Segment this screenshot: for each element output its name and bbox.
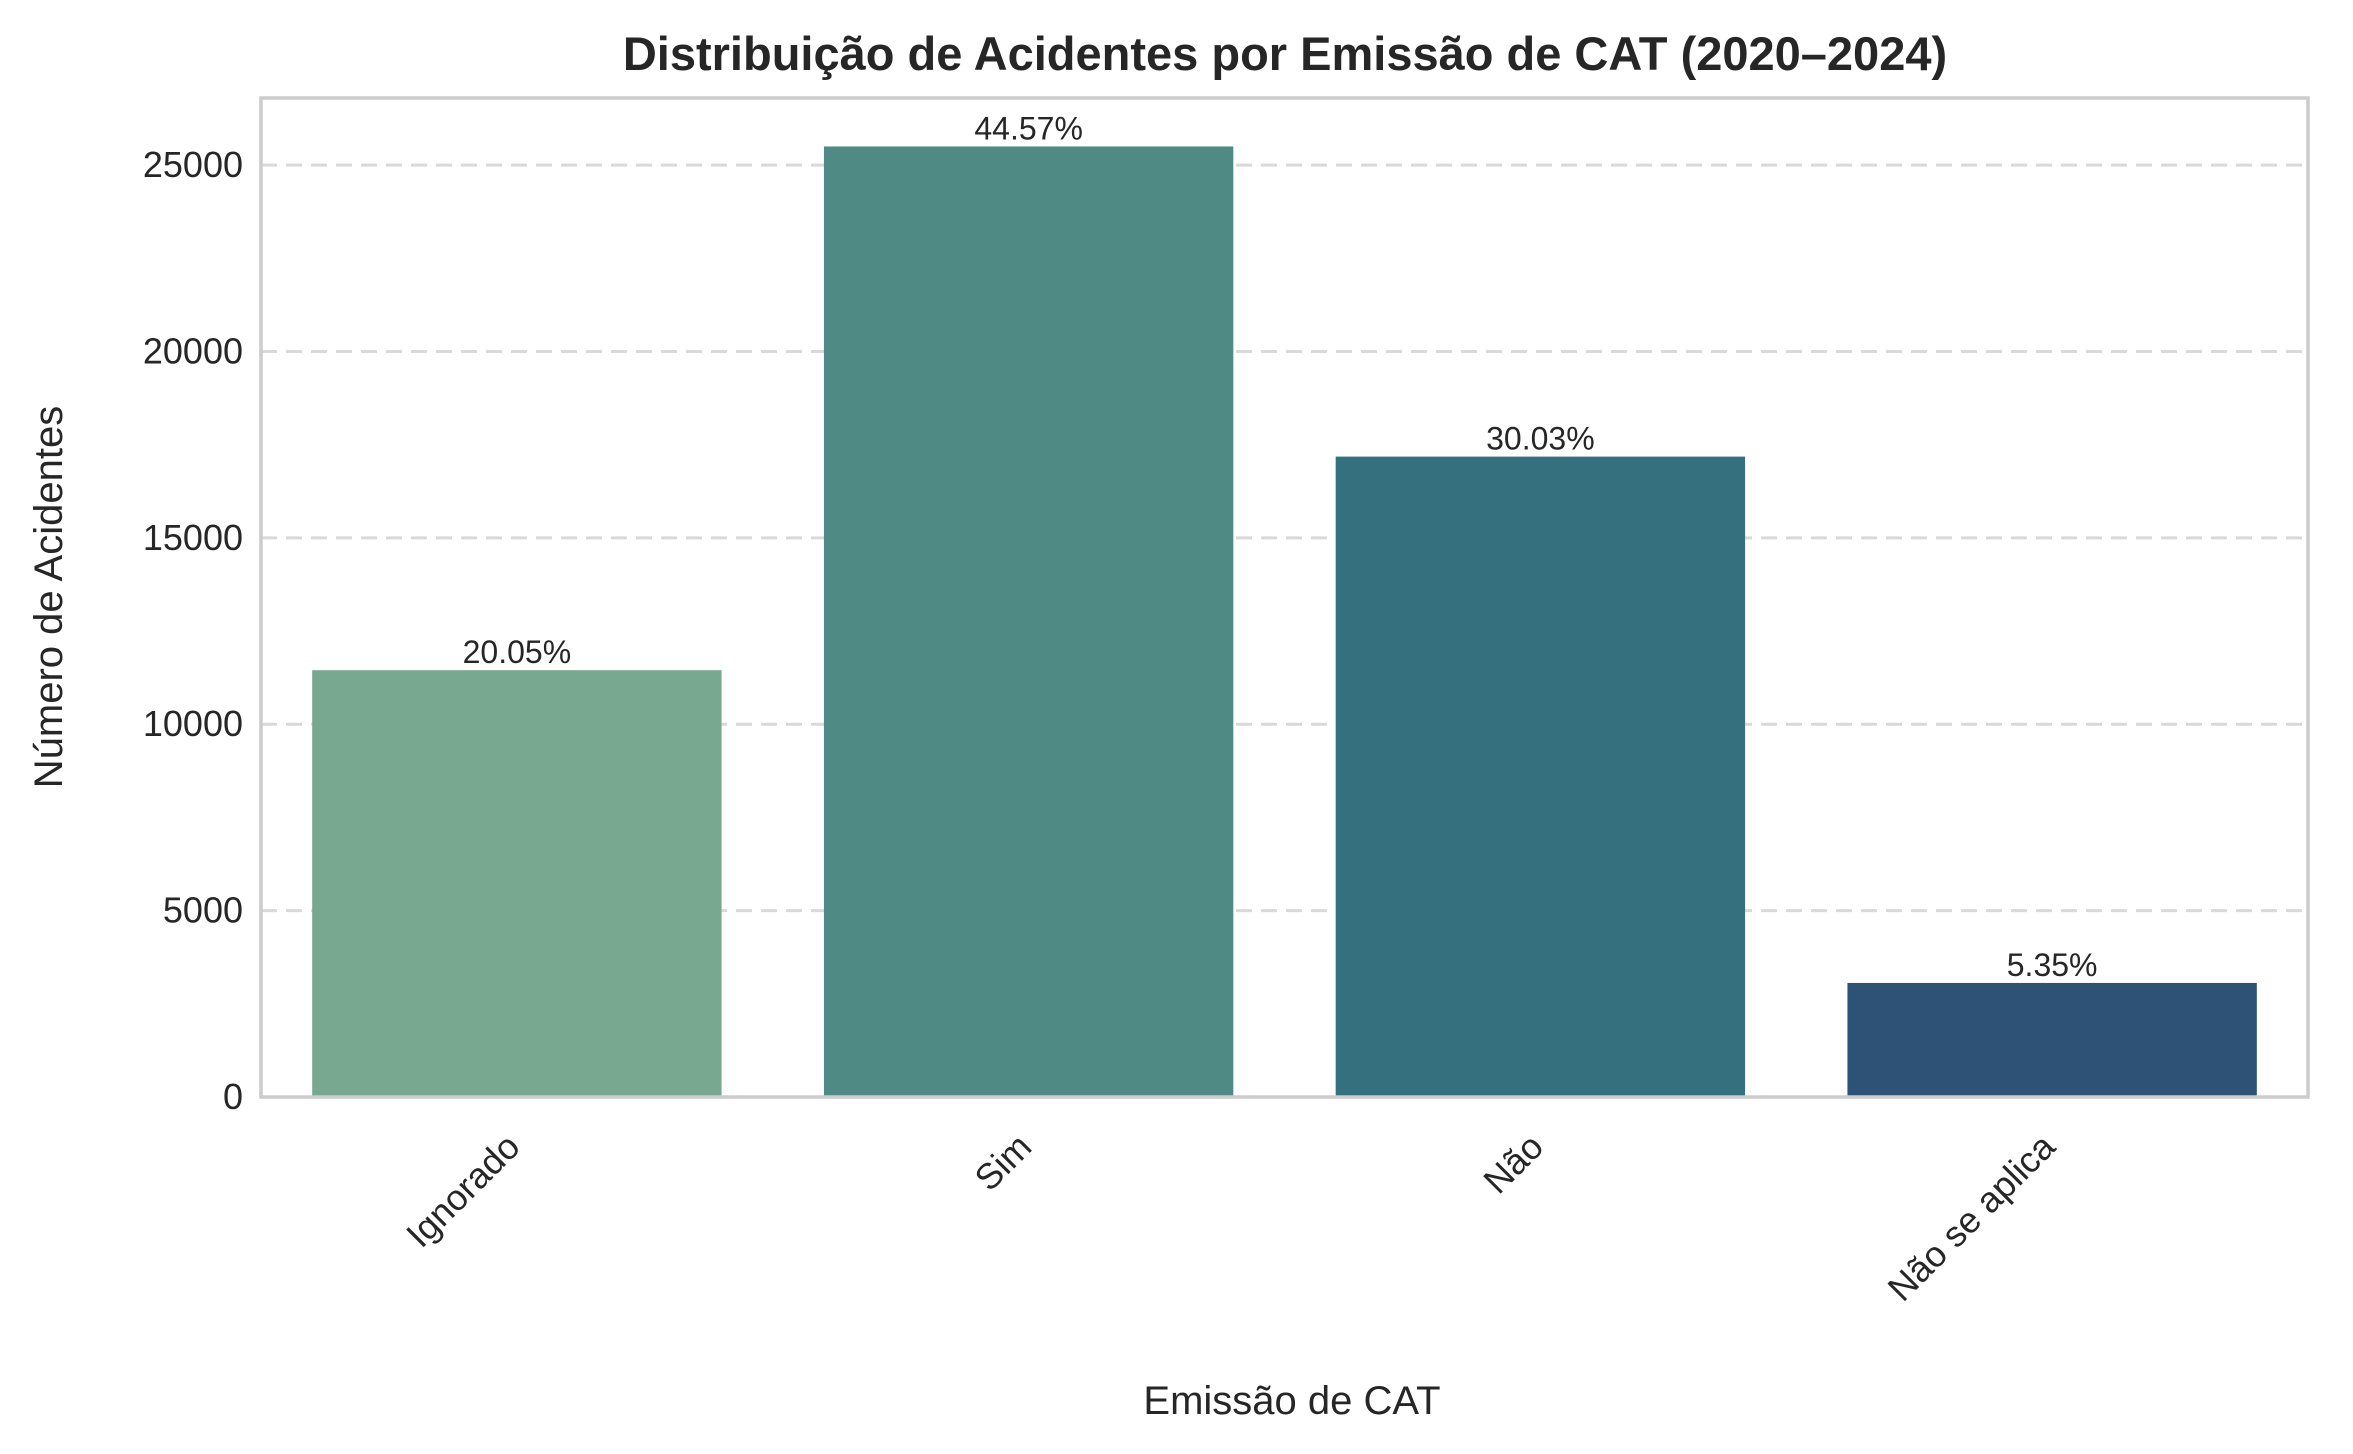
y-tick-labels: 0 5000 10000 15000 20000 25000 [143,144,243,1117]
y-tick-label: 5000 [163,890,243,931]
bar-data-label: 30.03% [1486,421,1595,457]
data-labels: 20.05% 44.57% 30.03% 5.35% [463,110,2098,982]
y-tick-label: 25000 [143,144,243,185]
bar-data-label: 5.35% [2007,947,2098,983]
x-axis-label: Emissão de CAT [1143,1379,1440,1423]
y-tick-label: 15000 [143,517,243,558]
bar [823,146,1234,1097]
y-tick-label: 0 [223,1076,243,1117]
bar [1335,456,1746,1097]
x-tick-label: Ignorado [398,1126,527,1255]
bars [312,146,2257,1097]
y-axis-label: Número de Acidentes [27,406,71,788]
x-tick-label: Não [1475,1126,1551,1202]
bar-data-label: 20.05% [463,634,572,670]
y-tick-label: 10000 [143,703,243,744]
x-tick-labels: Ignorado Sim Não Não se aplica [398,1125,2063,1309]
bar [1847,982,2257,1097]
chart-title: Distribuição de Acidentes por Emissão de… [623,27,1947,80]
bar [312,670,722,1097]
gridlines [261,163,2308,913]
bar-data-label: 44.57% [974,110,1083,146]
y-tick-label: 20000 [143,330,243,371]
x-tick-label: Sim [966,1126,1039,1199]
x-tick-label: Não se aplica [1880,1125,2064,1309]
plot-frame [259,96,2310,1099]
